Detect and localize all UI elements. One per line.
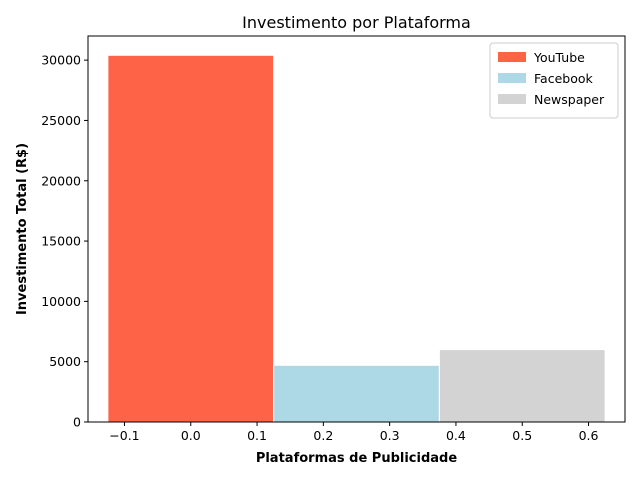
y-tick-label: 20000 [41,173,81,188]
y-tick-label: 30000 [41,53,81,68]
legend-label: YouTube [533,50,585,65]
x-tick-label: 0.2 [313,428,333,443]
legend-label: Newspaper [534,92,605,107]
x-tick-label: 0.0 [181,428,201,443]
y-tick-label: 10000 [41,294,81,309]
legend-swatch [498,94,526,104]
bar-newspaper [438,349,606,423]
x-tick-label: 0.3 [380,428,400,443]
bar-youtube [107,54,275,423]
y-axis-ticks: 0 5000 10000 15000 20000 25000 30000 [41,53,88,430]
x-axis-label: Plataformas de Publicidade [256,451,458,466]
legend-label: Facebook [534,71,593,86]
x-tick-label: −0.1 [109,428,139,443]
chart-title: Investimento por Plataforma [242,13,471,32]
legend: YouTube Facebook Newspaper [489,42,619,119]
bar-facebook [273,364,440,423]
x-tick-label: 0.6 [579,428,599,443]
legend-swatch [498,73,526,83]
plot-frame [87,35,626,423]
y-axis-label: Investimento Total (R$) [15,143,30,315]
bars-group [107,54,606,423]
x-tick-label: 0.1 [247,428,267,443]
y-tick-label: 5000 [49,354,81,369]
y-tick-label: 15000 [41,234,81,249]
x-tick-label: 0.5 [512,428,532,443]
x-axis-ticks: −0.1 0.0 0.1 0.2 0.3 0.4 0.5 0.6 [109,422,599,443]
y-tick-label: 0 [73,415,81,430]
x-tick-label: 0.4 [446,428,466,443]
y-tick-label: 25000 [41,113,81,128]
legend-swatch [498,52,526,62]
